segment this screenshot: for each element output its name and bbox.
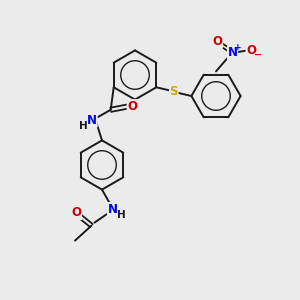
Text: N: N — [107, 202, 118, 216]
Text: O: O — [127, 100, 137, 113]
Text: H: H — [79, 121, 88, 131]
Text: N: N — [227, 46, 238, 59]
Text: −: − — [254, 50, 262, 60]
Text: O: O — [246, 44, 256, 57]
Text: H: H — [116, 209, 125, 220]
Text: S: S — [169, 85, 178, 98]
Text: O: O — [212, 35, 223, 48]
Text: +: + — [234, 43, 242, 52]
Text: O: O — [71, 206, 82, 220]
Text: N: N — [87, 114, 97, 127]
